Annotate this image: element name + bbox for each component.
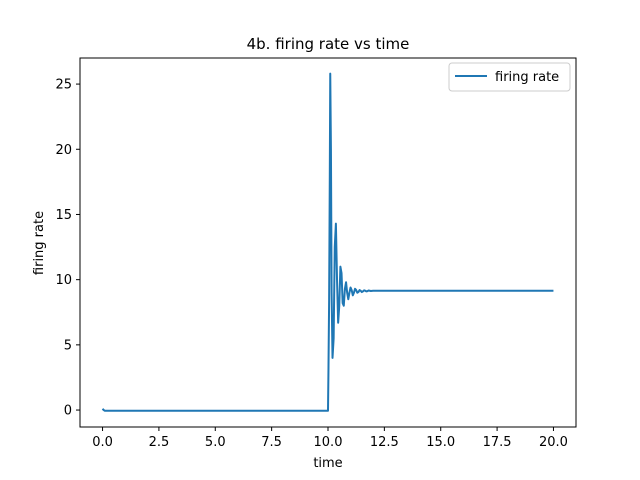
plot-lines bbox=[101, 72, 554, 412]
x-tick-label: 5.0 bbox=[205, 435, 226, 450]
y-axis-title: firing rate bbox=[32, 211, 47, 275]
y-axis-ticks: 0 5 10 15 20 25 bbox=[55, 78, 80, 419]
legend-label: firing rate bbox=[495, 70, 559, 85]
x-tick-label: 17.5 bbox=[483, 435, 512, 450]
x-tick-label: 12.5 bbox=[370, 435, 399, 450]
series-line-firing-rate bbox=[101, 72, 554, 412]
x-tick-label: 15.0 bbox=[426, 435, 455, 450]
legend-box bbox=[448, 62, 571, 92]
y-tick-label: 0 bbox=[64, 404, 72, 419]
x-tick-label: 2.5 bbox=[149, 435, 170, 450]
x-tick-label: 0.0 bbox=[92, 435, 113, 450]
y-tick-label: 25 bbox=[55, 78, 72, 93]
x-tick-label: 20.0 bbox=[539, 435, 568, 450]
y-tick-label: 5 bbox=[64, 338, 72, 353]
x-axis-ticks: 0.0 2.5 5.0 7.5 10.0 12.5 15.0 17.5 20.0 bbox=[92, 427, 568, 450]
legend: firing rate bbox=[448, 62, 571, 92]
y-tick-label: 15 bbox=[55, 208, 72, 223]
y-tick-label: 20 bbox=[55, 143, 72, 158]
x-axis-title: time bbox=[313, 456, 342, 471]
plot-frame bbox=[79, 57, 577, 428]
x-tick-label: 7.5 bbox=[261, 435, 282, 450]
x-tick-label: 10.0 bbox=[314, 435, 343, 450]
chart-title: 4b. firing rate vs time bbox=[247, 35, 410, 53]
y-tick-label: 10 bbox=[55, 273, 72, 288]
